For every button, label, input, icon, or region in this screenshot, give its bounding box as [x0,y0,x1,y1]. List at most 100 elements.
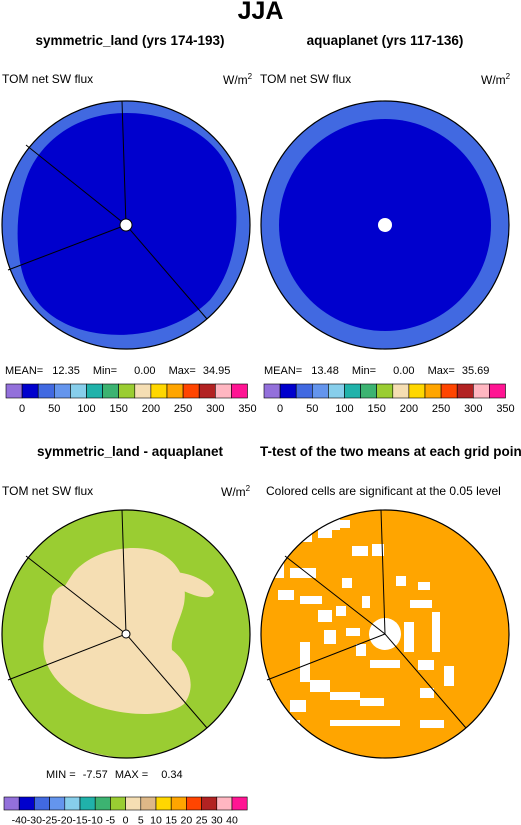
colorbar3-tick-label: 5 [138,815,144,825]
colorbar3-tick-label: 40 [226,815,238,825]
colorbar3-swatch [18,796,35,811]
panel3-stats: MIN = -7.57 MAX = 0.34 [46,769,183,781]
colorbar1-tick-label: 100 [77,403,95,415]
panel3-title: symmetric_land - aquaplanet [36,444,224,459]
panel1-units: W/m2 [223,72,253,87]
colorbar1-swatch [166,383,184,399]
colorbar3-tick-label: -5 [106,815,115,825]
colorbar1-swatch [118,383,136,399]
colorbar2-swatch [489,383,506,399]
colorbar1-swatch [182,383,200,399]
colorbar1-swatch [198,383,216,399]
colorbar3-tick-label: -15 [72,815,87,825]
colorbar2-swatch [392,383,410,399]
colorbar2-swatch [376,383,394,399]
colorbar3-tick-label: 10 [150,815,162,825]
panel1-variable-label: TOM net SW flux [2,72,94,86]
colorbar1-swatch [70,383,87,399]
colorbar1-swatch [215,383,232,399]
colorbar3-tick-label: -25 [42,815,57,825]
panel3-tan-blob-right [160,572,214,598]
colorbar-panel2: 0 50 100 150 200 250 300 350 [263,383,515,415]
colorbar1-tick-label: 200 [142,403,160,415]
colorbar2-swatch [295,383,313,399]
colorbar1-tick-label: 350 [238,403,256,415]
colorbar1-swatch [231,383,248,399]
panel2-variable-label: TOM net SW flux [260,72,352,86]
panel3-map [1,509,251,759]
colorbar3-swatch [110,796,126,811]
colorbar3-tick-label: 15 [165,815,177,825]
colorbar2-tick-label: 150 [368,403,386,415]
colorbar2-swatch [263,383,281,399]
colorbar1-tick-label: 0 [19,403,25,415]
colorbar3-swatch [49,796,66,811]
panel1-map [1,100,251,350]
colorbar3-swatch [3,796,20,811]
colorbar2-swatch [360,383,378,399]
colorbar1-swatch [37,383,55,399]
panel4-significance-note: Colored cells are significant at the 0.0… [266,484,501,498]
colorbar3-tick-label: 25 [196,815,208,825]
colorbar1-swatch [102,383,119,399]
colorbar2-tick-label: 350 [496,403,514,415]
colorbar1-tick-label: 50 [48,403,60,415]
colorbar1-swatch [53,383,71,399]
colorbar2-swatch [440,383,458,399]
colorbar3-tick-label: -20 [57,815,72,825]
colorbar2-swatch [279,383,297,399]
colorbar2-tick-label: 0 [277,403,283,415]
panel3-tan-core [43,548,191,714]
colorbar2-swatch [424,383,442,399]
colorbar1-tick-label: 150 [110,403,128,415]
panel2-title: aquaplanet (yrs 117-136) [306,33,464,48]
colorbar1-tick-label: 250 [174,403,192,415]
colorbar3-swatch [94,796,111,811]
colorbar-panel3: -40 -30 -25 -20 -15 -10 -5 0 5 10 15 20 25 30 40 [3,796,248,825]
colorbar2-swatch [472,383,490,399]
panel1-border [1,100,251,350]
colorbar1-swatch [150,383,168,399]
colorbar2-tick-label: 300 [464,403,482,415]
colorbar3-tick-label: -10 [88,815,103,825]
colorbar2-swatch [344,383,361,399]
panel1-stats: MEAN= 12.35 Min= 0.00 Max= 34.95 [5,365,231,377]
panel3-units: W/m2 [221,484,251,499]
panel3-variable-label: TOM net SW flux [2,484,94,498]
panel3-border [1,509,251,759]
panel2-border [260,100,510,350]
colorbar3-swatch [155,796,172,811]
colorbar2-swatch [456,383,474,399]
colorbar-panel1: 0 50 100 150 200 250 300 350 [5,383,257,415]
colorbar3-swatch [64,796,81,811]
colorbar3-swatch [216,796,233,811]
colorbar3-tick-label: -30 [27,815,42,825]
colorbar2-swatch [328,383,345,399]
colorbar3-swatch [125,796,142,811]
colorbar3-tick-label: 20 [181,815,193,825]
colorbar3-swatch [201,796,218,811]
colorbar1-swatch [134,383,152,399]
colorbar2-tick-label: 200 [400,403,418,415]
panel3-tan-blob-left [47,585,71,649]
colorbar2-tick-label: 250 [432,403,450,415]
colorbar3-swatch [140,796,157,811]
colorbar1-swatch [5,383,23,399]
panel3-tan-blob-top [98,551,140,566]
colorbar1-swatch [86,383,103,399]
colorbar3-swatch [34,796,50,811]
colorbar1-tick-label: 300 [206,403,224,415]
panel4-border [260,509,510,759]
panel2-map [260,100,510,350]
panel2-units: W/m2 [481,72,511,87]
panel4-map [260,509,510,759]
colorbar3-tick-label: 0 [123,815,129,825]
panel1-title: symmetric_land (yrs 174-193) [35,33,225,48]
figure-title: JJA [237,0,284,25]
colorbar3-swatch [231,796,248,811]
colorbar3-swatch [79,796,96,811]
colorbar2-swatch [408,383,426,399]
colorbar3-swatch [170,796,187,811]
colorbar2-tick-label: 50 [306,403,318,415]
